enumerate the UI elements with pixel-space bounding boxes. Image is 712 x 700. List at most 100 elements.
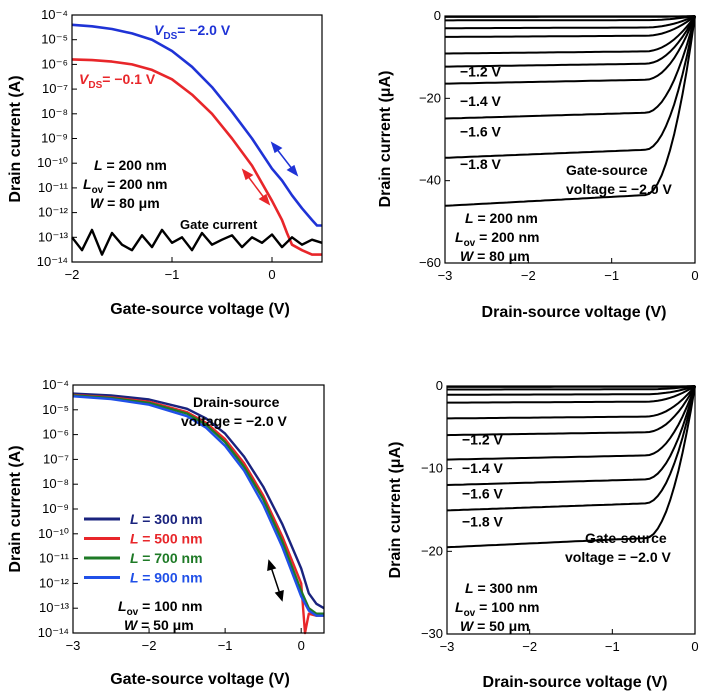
output-curve-3 — [445, 15, 696, 38]
panel-b-gate-label-line2: voltage = −2.0 V — [566, 181, 672, 197]
panel-a-red-sweep-arrow — [241, 168, 271, 206]
y-tick-label: 10⁻¹² — [39, 575, 70, 590]
panel-c-x-axis-label: Gate-source voltage (V) — [110, 671, 290, 688]
y-tick-label: −60 — [419, 255, 441, 270]
y-tick-label: 10⁻¹¹ — [38, 180, 69, 195]
panel-a-transfer-curves: −2 −1 0 10⁻¹⁴ 10⁻¹³ 10⁻¹² 10⁻¹¹ 10⁻¹⁰ 10⁻⁹ 10⁻⁸ 10… — [7, 7, 323, 318]
panel-a-param-L: L = 200 nm — [94, 157, 167, 173]
panel-d-ticks: −3 −2 −1 0−30−20−100 — [421, 378, 699, 654]
output-curve-4 — [445, 15, 696, 55]
panel-a-series — [71, 23, 323, 256]
y-tick-label: −20 — [421, 543, 443, 558]
panel-b-param-W: W = 80 μm — [460, 248, 530, 264]
panel-c-param-Lov-value: = 100 nm — [142, 598, 202, 614]
panel-a-param-Lov-value: = 200 nm — [107, 176, 167, 192]
panel-b-curve-labels: −1.2 V −1.4 V −1.6 V −1.8 V — [460, 64, 502, 173]
panel-d-gate-label-line1: Gate-source — [585, 530, 667, 546]
panel-a-y-axis-label: Drain current (A) — [7, 75, 24, 202]
y-tick-label: 10⁻¹³ — [38, 229, 69, 244]
panel-a-gate-current-label: Gate current — [180, 217, 258, 232]
output-curve-0 — [445, 15, 696, 18]
panel-b-param-Lov: Lov = 200 nm — [455, 229, 539, 249]
y-tick-label: −20 — [419, 90, 441, 105]
x-tick-label: −3 — [438, 268, 453, 283]
panel-b-series — [444, 15, 696, 207]
x-tick-label: −1 — [218, 638, 233, 653]
legend-entry: L = 300 nm — [130, 511, 203, 527]
curve-label: −1.6 V — [460, 123, 502, 139]
output-curve-9 — [446, 385, 696, 549]
panel-b-param-W-value: = 80 μm — [477, 248, 530, 264]
x-tick-label: 0 — [691, 639, 698, 654]
y-tick-label: −30 — [421, 626, 443, 641]
panel-c-drain-label-line2: voltage = −2.0 V — [181, 413, 287, 429]
y-tick-label: 10⁻¹² — [38, 205, 69, 220]
x-tick-label: 0 — [268, 267, 275, 282]
y-tick-label: −40 — [419, 173, 441, 188]
panel-c-sweep-arrow — [267, 559, 284, 602]
curve-label: −1.2 V — [460, 64, 502, 80]
x-tick-label: −1 — [165, 267, 180, 282]
output-curve-4 — [447, 385, 696, 420]
panel-c-ticks: −3 −2 −1 0 10⁻¹⁴ 10⁻¹³ 10⁻¹² 10⁻¹¹ 10⁻¹⁰ 10⁻⁹ 10⁻⁸… — [38, 377, 305, 653]
output-curve-8 — [446, 385, 696, 512]
x-tick-label: −3 — [440, 639, 455, 654]
panel-b-ticks: −3 −2 −1 0 −60 −40 −20 0 — [419, 8, 699, 283]
curve-label: −1.2 V — [462, 432, 504, 448]
x-tick-label: −1 — [604, 268, 619, 283]
panel-d-x-axis-label: Drain-source voltage (V) — [483, 674, 668, 691]
legend-entry: L = 700 nm — [130, 550, 203, 566]
panel-d-plot-frame — [446, 385, 696, 635]
y-tick-label: 10⁻⁸ — [42, 476, 69, 491]
panel-b-plot-frame — [444, 15, 696, 264]
curve-label: −1.8 V — [462, 514, 504, 530]
panel-a-vds-blue-value: = −2.0 V — [177, 22, 231, 38]
series-line-3 — [72, 395, 324, 617]
panel-a-ticks: −2 −1 0 10⁻¹⁴ 10⁻¹³ 10⁻¹² 10⁻¹¹ 10⁻¹⁰ 10⁻⁹ 10⁻⁸ 10… — [37, 7, 276, 282]
panel-c-param-Lov: Lov = 100 nm — [118, 598, 202, 618]
output-curve-9 — [444, 15, 696, 207]
panel-a-vds-blue-label: VDS= −2.0 V — [154, 22, 231, 42]
output-curve-2 — [447, 385, 696, 396]
y-tick-label: −10 — [421, 461, 443, 476]
panel-c-transfer-curves-length: −3 −2 −1 0 10⁻¹⁴ 10⁻¹³ 10⁻¹² 10⁻¹¹ 10⁻¹⁰ 10⁻⁹ 10⁻⁸… — [7, 377, 325, 688]
panel-c-param-W-value: = 50 μm — [141, 617, 194, 633]
panel-b-param-Lov-value: = 200 nm — [479, 229, 539, 245]
y-tick-label: 10⁻⁴ — [42, 377, 69, 392]
y-tick-label: 0 — [434, 8, 441, 23]
panel-a-param-W-value: = 80 μm — [107, 195, 160, 211]
panel-c-series — [72, 392, 325, 635]
panel-b-param-L-value: = 200 nm — [477, 210, 537, 226]
curve-label: −1.6 V — [462, 485, 504, 501]
y-tick-label: 10⁻⁹ — [41, 131, 68, 146]
panel-d-output-curves: −3 −2 −1 0−30−20−100 −1.2 V−1.4 V−1.6 V−1.8… — [387, 378, 699, 691]
output-curve-8 — [444, 15, 696, 159]
panel-d-gate-label-line2: voltage = −2.0 V — [565, 549, 671, 565]
y-tick-label: 10⁻⁸ — [41, 106, 68, 121]
panel-d-param-L-value: = 300 nm — [477, 580, 537, 596]
output-curve-5 — [445, 15, 696, 68]
legend-entry: L = 900 nm — [130, 570, 203, 586]
curve-label: −1.4 V — [462, 460, 504, 476]
panel-a-vds-red-value: = −0.1 V — [102, 71, 156, 87]
x-tick-label: −1 — [605, 639, 620, 654]
panel-d-curve-labels: −1.2 V −1.4 V −1.6 V −1.8 V — [462, 432, 504, 530]
curve-label: −1.8 V — [460, 156, 502, 172]
legend-entry: L = 500 nm — [130, 531, 203, 547]
y-tick-label: 10⁻¹⁰ — [37, 155, 68, 170]
output-curve-7 — [444, 15, 696, 120]
panel-c-param-W: W = 50 μm — [124, 617, 194, 633]
x-tick-label: −2 — [142, 638, 157, 653]
panel-b-y-axis-label: Drain current (μA) — [377, 71, 394, 208]
panel-a-blue-sweep-arrow — [270, 141, 299, 177]
output-curve-7 — [446, 385, 696, 486]
curve-label: −1.4 V — [460, 93, 502, 109]
panel-d-series — [446, 385, 696, 549]
panel-b-x-axis-label: Drain-source voltage (V) — [482, 304, 667, 321]
y-tick-label: 10⁻¹³ — [39, 600, 70, 615]
series-line-0 — [71, 23, 322, 227]
output-curve-1 — [445, 15, 696, 22]
y-tick-label: 10⁻⁶ — [42, 427, 69, 442]
y-tick-label: 10⁻⁷ — [42, 81, 68, 96]
